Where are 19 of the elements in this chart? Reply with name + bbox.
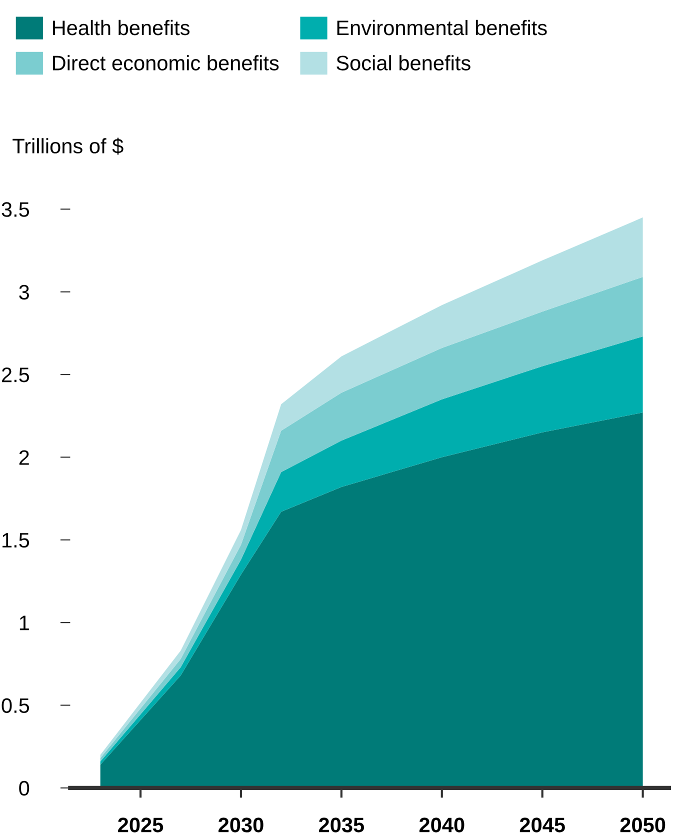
- y-tick-label: 0: [19, 780, 30, 796]
- y-tick-label: 3: [19, 284, 30, 300]
- x-tick-label: 2050: [620, 818, 666, 832]
- x-tick-label: 2040: [419, 818, 464, 832]
- y-tick-label: 1: [20, 616, 29, 630]
- y-tick-label: 2: [19, 450, 29, 465]
- x-tick-label: 2025: [118, 818, 164, 832]
- x-tick-label: 2035: [318, 818, 364, 832]
- y-tick-label: 2.5: [2, 368, 30, 382]
- x-tick-label: 2030: [218, 818, 264, 832]
- y-axis-title: Trillions of $: [12, 138, 124, 155]
- x-tick-label: 2045: [520, 818, 565, 832]
- y-tick-label: 1.5: [2, 533, 30, 548]
- y-tick-label: 3.5: [2, 202, 30, 217]
- legend-label: Environmental benefits: [337, 20, 547, 36]
- y-tick-label: 0.5: [2, 698, 30, 713]
- legend-label: Social benefits: [336, 55, 470, 70]
- legend-label: Direct economic benefits: [53, 55, 279, 70]
- legend-label: Health benefits: [53, 20, 190, 36]
